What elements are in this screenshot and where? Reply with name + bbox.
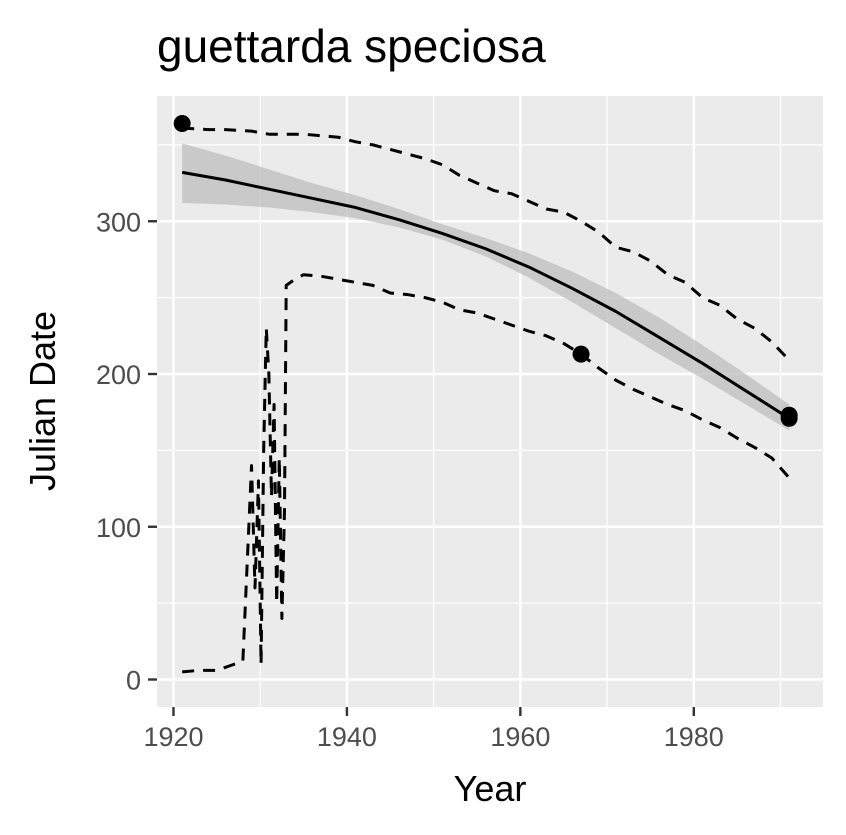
x-axis-title: Year (454, 768, 527, 809)
x-tick-label: 1960 (490, 722, 550, 752)
y-axis-title: Julian Date (22, 311, 63, 491)
x-axis: 1920 1940 1960 1980 (143, 707, 724, 752)
y-tick-label: 300 (96, 207, 141, 237)
y-tick-label: 0 (126, 666, 141, 696)
data-points (173, 114, 798, 427)
data-point (572, 345, 590, 363)
y-tick-label: 100 (96, 513, 141, 543)
y-axis: 0 100 200 300 (96, 207, 157, 696)
chart-title: guettarda speciosa (157, 20, 546, 72)
fit-line (181, 170, 790, 420)
data-point (173, 114, 191, 132)
grid-major (157, 96, 823, 707)
data-point (780, 406, 798, 424)
confidence-ribbon (182, 143, 790, 431)
lower-bound-line (182, 273, 791, 674)
y-tick-label: 200 (96, 360, 141, 390)
upper-bound-line (182, 126, 791, 362)
x-tick-label: 1920 (143, 722, 203, 752)
x-tick-label: 1980 (664, 722, 724, 752)
x-tick-label: 1940 (317, 722, 377, 752)
